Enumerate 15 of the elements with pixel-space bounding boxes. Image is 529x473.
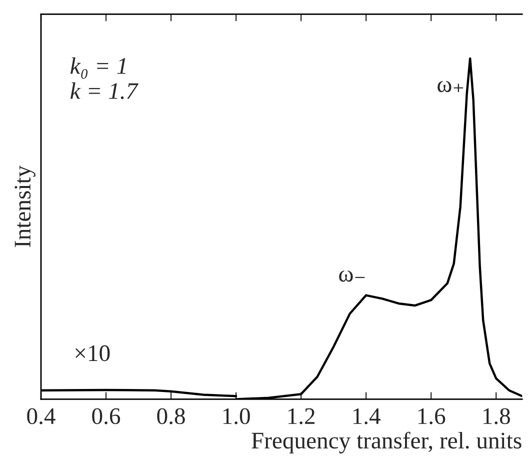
x-tick-label: 1.4 [353,408,380,424]
x-axis-title: Frequency transfer, rel. units [252,432,522,454]
annotation: k₀ = 1 [70,57,126,79]
x-tick-label: 1.2 [288,408,315,424]
annotation: k = 1.7 [70,82,138,100]
x-tick-label: 0.8 [157,408,185,424]
x-tick-label: 1.8 [483,408,510,424]
x-tick-label: 1.0 [223,408,250,424]
x-tick-label: 0.6 [92,408,120,424]
y-axis-title: Intensity [14,165,36,248]
annotation: ω₋ [339,270,365,282]
annotation: ×10 [76,345,110,362]
annotation: ω₊ [438,80,464,92]
x-tick-label: 0.4 [27,408,56,424]
x-tick-label: 1.6 [418,408,446,424]
